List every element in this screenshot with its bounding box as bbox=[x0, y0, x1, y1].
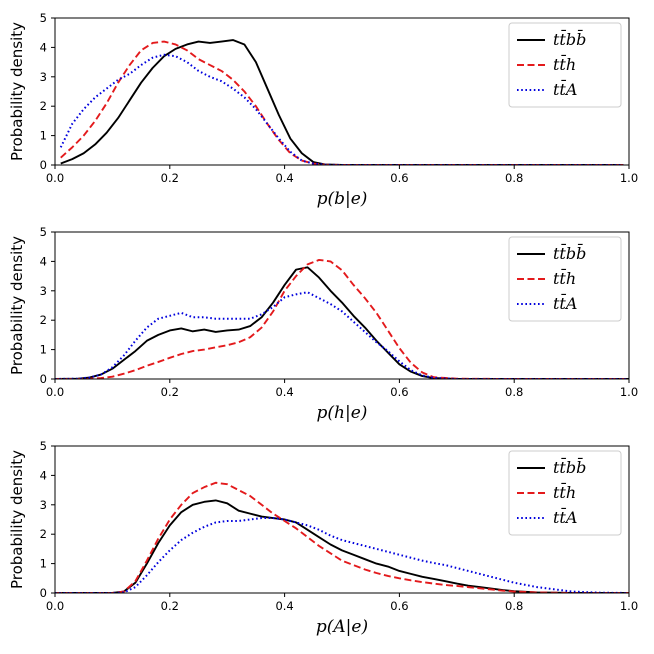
legend-entry: tt̄h bbox=[553, 481, 576, 502]
x-tick-label: 0.4 bbox=[275, 385, 293, 399]
legend: tt̄bb̄ tt̄h tt̄A bbox=[508, 450, 622, 536]
x-axis-label: p(h|e) bbox=[317, 403, 368, 423]
axes-frame bbox=[54, 445, 630, 594]
y-tick-label: 5 bbox=[40, 225, 47, 239]
legend-box bbox=[508, 450, 622, 536]
y-axis-label: Probability density bbox=[8, 236, 26, 375]
x-tick-label: 0.4 bbox=[275, 599, 293, 613]
y-tick-label: 2 bbox=[40, 313, 47, 327]
legend-entry: tt̄A bbox=[553, 78, 577, 99]
y-tick-label: 3 bbox=[40, 70, 47, 84]
y-tick-label: 2 bbox=[40, 527, 47, 541]
y-tick-label: 2 bbox=[40, 99, 47, 113]
legend-box bbox=[508, 236, 622, 322]
y-axis-label: Probability density bbox=[8, 22, 26, 161]
y-tick-label: 5 bbox=[40, 11, 47, 25]
y-tick-label: 1 bbox=[40, 129, 47, 143]
x-tick-label: 0.6 bbox=[390, 385, 408, 399]
x-axis-label: p(b|e) bbox=[317, 189, 368, 209]
y-tick-label: 0 bbox=[40, 372, 47, 386]
x-tick-label: 0.6 bbox=[390, 599, 408, 613]
series-line-1 bbox=[60, 39, 624, 165]
legend-entry: tt̄A bbox=[553, 292, 577, 313]
y-tick-label: 5 bbox=[40, 439, 47, 453]
x-tick-label: 0.0 bbox=[46, 171, 64, 185]
series-line-1 bbox=[55, 499, 629, 593]
x-tick-label: 0.8 bbox=[505, 599, 523, 613]
legend-entry: tt̄h bbox=[553, 267, 576, 288]
x-tick-label: 0.4 bbox=[275, 171, 293, 185]
y-tick-label: 3 bbox=[40, 498, 47, 512]
y-tick-label: 0 bbox=[40, 158, 47, 172]
y-axis-label: Probability density bbox=[8, 450, 26, 589]
series-line-3 bbox=[55, 517, 629, 593]
x-tick-label: 1.0 bbox=[620, 385, 638, 399]
series-line-3 bbox=[55, 291, 629, 379]
legend-entry: tt̄bb̄ bbox=[553, 456, 586, 477]
y-tick-label: 1 bbox=[40, 343, 47, 357]
legend-entry: tt̄A bbox=[553, 506, 577, 527]
series-line-2 bbox=[55, 481, 629, 593]
x-tick-label: 0.2 bbox=[161, 385, 179, 399]
x-tick-label: 1.0 bbox=[620, 171, 638, 185]
x-tick-label: 0.6 bbox=[390, 171, 408, 185]
legend-entry: tt̄h bbox=[553, 53, 576, 74]
series-line-2 bbox=[55, 258, 629, 379]
x-axis-label: p(A|e) bbox=[316, 617, 368, 637]
x-tick-label: 0.2 bbox=[161, 599, 179, 613]
x-tick-label: 0.2 bbox=[161, 171, 179, 185]
legend-entry: tt̄bb̄ bbox=[553, 28, 586, 49]
y-tick-label: 3 bbox=[40, 284, 47, 298]
y-tick-label: 4 bbox=[40, 254, 47, 268]
x-tick-label: 0.8 bbox=[505, 171, 523, 185]
chart-panel-1: 0.0 0.2 0.4 0.6 0.8 1.0 0 1 2 3 4 5 Probability dens… bbox=[8, 11, 638, 209]
x-tick-label: 1.0 bbox=[620, 599, 638, 613]
legend-box bbox=[508, 22, 622, 108]
series-line-2 bbox=[60, 40, 624, 165]
axes-frame bbox=[54, 231, 630, 380]
y-tick-label: 4 bbox=[40, 468, 47, 482]
x-tick-label: 0.0 bbox=[46, 599, 64, 613]
legend: tt̄bb̄ tt̄h tt̄A bbox=[508, 236, 622, 322]
x-tick-label: 0.8 bbox=[505, 385, 523, 399]
y-tick-label: 4 bbox=[40, 40, 47, 54]
y-tick-label: 0 bbox=[40, 586, 47, 600]
axes-frame bbox=[54, 17, 630, 166]
x-tick-label: 0.0 bbox=[46, 385, 64, 399]
y-tick-label: 1 bbox=[40, 557, 47, 571]
chart-panel-3: 0.0 0.2 0.4 0.6 0.8 1.0 0 1 2 3 4 5 Probability dens… bbox=[8, 439, 638, 637]
chart-panel-2: 0.0 0.2 0.4 0.6 0.8 1.0 0 1 2 3 4 5 Probability dens… bbox=[8, 225, 638, 423]
legend-entry: tt̄bb̄ bbox=[553, 242, 586, 263]
legend: tt̄bb̄ tt̄h tt̄A bbox=[508, 22, 622, 108]
